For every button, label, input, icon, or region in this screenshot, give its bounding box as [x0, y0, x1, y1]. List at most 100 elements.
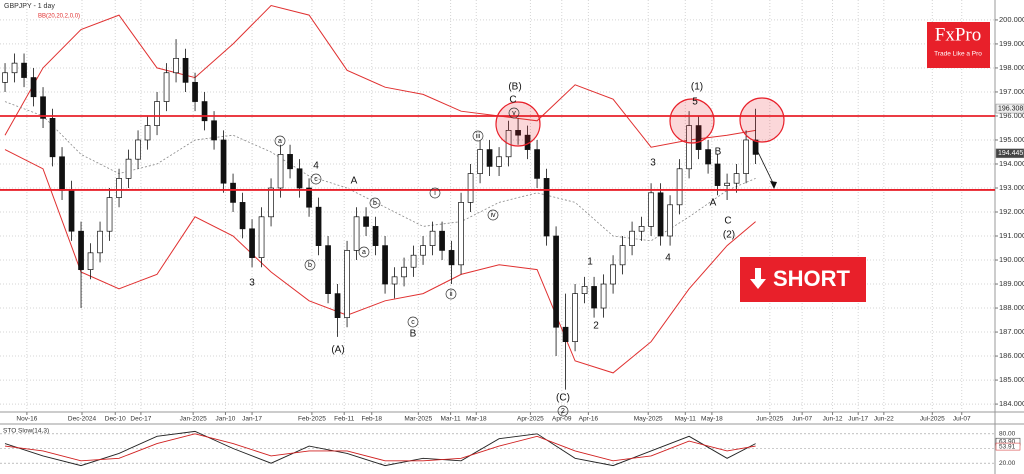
wave-label: 2 — [593, 321, 599, 332]
price-label: 196.308 — [998, 105, 1023, 112]
oscillator-line — [4, 433, 756, 462]
candle-body — [182, 57, 189, 83]
x-tick-label: Jun-07 — [792, 416, 812, 423]
candle-body — [543, 178, 550, 237]
y-tick-label: 184.000 — [999, 399, 1024, 408]
x-tick-label: Feb-2025 — [298, 416, 326, 423]
wave-label: C — [724, 216, 731, 227]
price-label-box — [995, 148, 1024, 159]
candle-body — [486, 149, 493, 167]
wave-label: i — [434, 190, 436, 197]
candle-body — [277, 154, 284, 189]
wave-label: 5 — [692, 97, 698, 108]
y-tick-label: 196.000 — [999, 111, 1024, 120]
candle-body — [572, 293, 578, 343]
band-upper — [4, 4, 756, 148]
x-tick-label: Jun-17 — [848, 416, 868, 423]
y-tick-label: 195.000 — [999, 135, 1024, 144]
forecast-arrow — [756, 149, 775, 186]
candle-body — [125, 158, 132, 179]
wave-label: b — [373, 200, 377, 207]
wave-label: iii — [476, 133, 481, 140]
wave-label: 4 — [665, 253, 671, 264]
wave-label: B — [715, 147, 722, 158]
x-tick-label: Apr-16 — [579, 416, 599, 423]
y-tick-label: 189.000 — [999, 279, 1024, 288]
x-tick-label: Apr-2025 — [517, 416, 544, 423]
candle-body — [315, 206, 322, 246]
wave-circle — [429, 187, 441, 199]
candle-body — [686, 125, 692, 170]
y-tick-label: 188.000 — [999, 303, 1024, 312]
candle-body — [676, 168, 683, 206]
x-tick-label: May-11 — [675, 416, 697, 423]
candle-body — [11, 62, 18, 74]
x-tick-label: May-18 — [701, 416, 723, 423]
candle-body — [458, 202, 464, 266]
wave-circle — [358, 246, 370, 258]
x-tick-label: Mar-18 — [466, 416, 487, 423]
candle-body — [201, 101, 208, 122]
candle-body — [2, 72, 8, 83]
y-tick-label: 198.000 — [999, 63, 1024, 72]
y-tick-label: 194.000 — [999, 159, 1024, 168]
value-label: 53.91 — [999, 443, 1016, 450]
y-tick-label: 193.000 — [999, 183, 1024, 192]
candle-body — [220, 139, 227, 184]
x-tick-label: Dec-2024 — [68, 416, 97, 423]
price-label: 194.445 — [998, 150, 1023, 157]
down-arrow-icon — [750, 268, 766, 289]
candle-body — [638, 226, 645, 232]
wave-label: c — [314, 176, 318, 183]
wave-label: C — [509, 95, 516, 106]
price-label-box — [995, 103, 1024, 114]
candle-body — [97, 230, 103, 254]
value-label: 63.90 — [999, 438, 1016, 445]
y-tick-label: 80.00 — [999, 431, 1016, 438]
indicator-label: BB(20,20,2,0,0) — [38, 14, 80, 20]
candle-body — [448, 250, 455, 266]
candle-body — [714, 163, 721, 186]
candle-body — [562, 326, 569, 343]
wave-circle — [274, 135, 286, 147]
candle-body — [553, 235, 559, 328]
candle-body — [59, 156, 65, 191]
candle-body — [344, 250, 350, 318]
x-tick-label: Dec-10 — [105, 416, 126, 423]
wave-label: 4 — [313, 161, 319, 172]
candle-body — [382, 245, 388, 285]
candle-body — [363, 216, 369, 227]
candle-body — [648, 192, 654, 227]
candle-body — [477, 149, 483, 174]
wave-label: 2 — [561, 408, 565, 415]
x-tick-label: Nov-16 — [16, 416, 37, 423]
wave-label: (B) — [508, 82, 521, 93]
candle-body — [515, 130, 521, 136]
band-lower — [4, 149, 756, 374]
candle-body — [667, 204, 673, 237]
x-tick-label: Jul-2025 — [920, 416, 945, 423]
candle-body — [30, 77, 37, 98]
candle-body — [78, 230, 84, 270]
candle-body — [230, 182, 236, 203]
candle-body — [173, 57, 179, 74]
candle-body — [49, 118, 56, 158]
wave-label: ii — [449, 291, 453, 298]
wave-label: 1 — [587, 257, 593, 268]
x-tick-label: Mar-2025 — [404, 416, 432, 423]
x-tick-label: Jun-2025 — [756, 416, 783, 423]
wave-circle — [487, 209, 499, 221]
symbol-title: GBPJPY - 1 day — [4, 3, 55, 10]
wave-label: iv — [490, 212, 496, 219]
wave-label: c — [411, 319, 415, 326]
candle-body — [619, 245, 626, 266]
wave-label: 5 — [334, 303, 340, 314]
y-tick-label: 200.000 — [999, 15, 1024, 24]
wave-label: A — [351, 176, 358, 187]
wave-label: (2) — [723, 230, 735, 241]
candle-body — [87, 252, 94, 270]
wave-circle — [445, 288, 457, 300]
candle-body — [610, 264, 616, 285]
